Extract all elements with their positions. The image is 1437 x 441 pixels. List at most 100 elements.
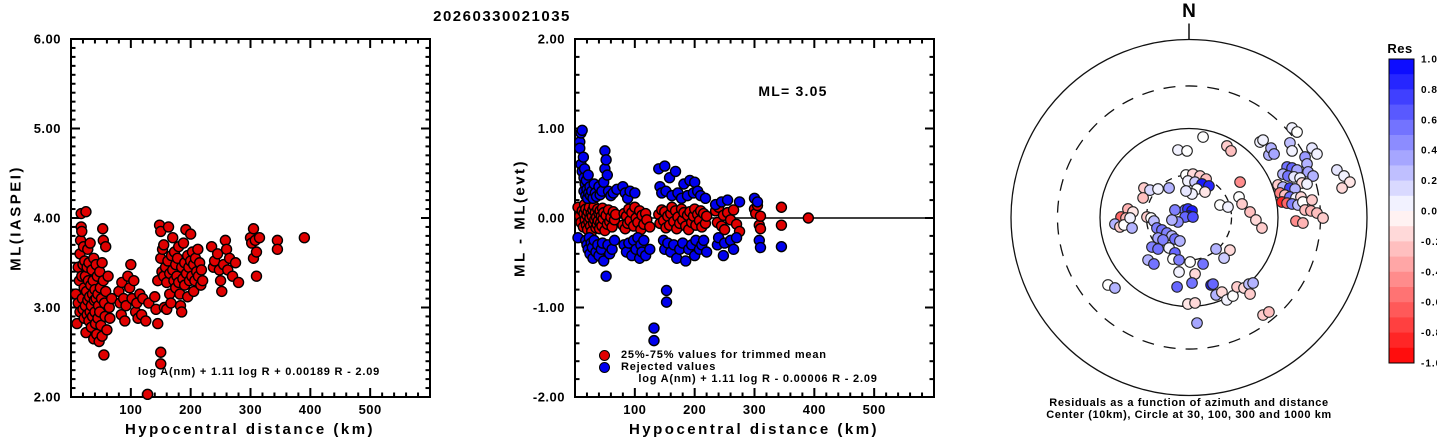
data-point (727, 204, 740, 216)
data-point (195, 264, 208, 276)
colorbar-tick-label: 0.6 (1421, 115, 1437, 126)
x-tick-label: 300 (743, 402, 766, 417)
x-tick-label: 500 (359, 402, 382, 417)
x-tick-label: 500 (863, 402, 886, 417)
colorbar-segment (1389, 302, 1414, 318)
data-point (700, 210, 713, 222)
colorbar-tick-label: -0.2 (1421, 237, 1437, 248)
data-point (660, 284, 673, 297)
data-point (754, 223, 767, 235)
polar-residual-point (1311, 148, 1323, 160)
polar-residual-point (1291, 126, 1303, 138)
data-point (232, 276, 245, 289)
polar-residual-point (1218, 252, 1230, 264)
polar-residual-point (1268, 148, 1280, 160)
polar-residual-point (1197, 131, 1209, 143)
panel2-attenuation-equation: log A(nm) + 1.11 log R - 0.00006 R - 2.0… (638, 372, 878, 385)
polar-residual-point (1169, 204, 1181, 216)
residual-vs-distance-panel: 100 200 300 400 500 -2.00 -1.00 0.00 1.00 2.00 (533, 32, 935, 417)
data-point (648, 334, 660, 347)
data-point (717, 249, 730, 262)
colorbar-tick-label: 1.0 (1421, 55, 1437, 66)
polar-residual-point (1189, 297, 1201, 309)
data-point (211, 248, 224, 260)
data-point (167, 231, 179, 244)
data-point (775, 240, 788, 253)
data-point (104, 312, 116, 324)
data-point (721, 194, 734, 206)
data-point (102, 270, 114, 282)
colorbar-segment (1389, 211, 1414, 227)
panel2-x-axis-label: Hypocentral distance (km) (628, 421, 880, 438)
colorbar-segment (1389, 89, 1414, 106)
legend-label-rejected: Rejected values (621, 361, 717, 373)
data-point (298, 231, 311, 244)
polar-residual-point (1317, 212, 1329, 224)
data-point (247, 223, 260, 235)
polar-residual-point (1306, 194, 1318, 206)
data-point (679, 255, 692, 267)
colorbar-segment (1389, 317, 1414, 334)
polar-residual-point (1207, 278, 1219, 290)
colorbar-segment (1389, 180, 1414, 197)
panel1-attenuation-equation: log A(nm) + 1.11 log R + 0.00189 R - 2.0… (137, 366, 381, 378)
data-point (629, 187, 641, 199)
data-point (669, 165, 682, 178)
data-point (229, 257, 242, 269)
colorbar-segment (1389, 150, 1414, 166)
polar-residual-point (1224, 244, 1236, 256)
x-tick-label: 100 (623, 402, 646, 417)
data-point (76, 225, 88, 238)
y-tick-label: 5.00 (34, 121, 61, 136)
y-tick-label: 6.00 (34, 32, 61, 47)
data-point (660, 296, 673, 308)
data-point (600, 154, 612, 166)
data-point (149, 291, 161, 303)
data-point (196, 274, 209, 287)
data-point (730, 231, 743, 244)
data-point (101, 324, 113, 336)
colorbar-tick-label: -0.8 (1421, 328, 1437, 339)
data-point (128, 274, 140, 287)
data-point (802, 212, 815, 224)
polar-residual-point (1234, 176, 1246, 188)
data-point (97, 223, 109, 235)
data-point (644, 221, 656, 233)
x-tick-label: 200 (683, 402, 706, 417)
data-point (152, 317, 164, 330)
data-point (205, 240, 218, 253)
colorbar-segment (1389, 332, 1414, 349)
azimuth-residuals-panel (1010, 23, 1368, 397)
colorbar-tick-label: 0.4 (1421, 146, 1437, 157)
data-point (700, 246, 713, 258)
legend-item-rejected: Rejected values (599, 361, 716, 373)
polar-residual-point (1109, 282, 1121, 294)
data-point (187, 285, 200, 298)
data-point (600, 270, 612, 282)
data-point (699, 192, 712, 205)
polar-residual-point (1186, 277, 1198, 289)
data-point (96, 257, 108, 269)
polar-caption-line1: Residuals as a function of azimuth and d… (1049, 397, 1329, 409)
colorbar-segment (1389, 165, 1414, 182)
data-point (120, 300, 132, 312)
polar-residual-point (1344, 176, 1356, 188)
colorbar-tick-label: 0.2 (1421, 176, 1437, 187)
data-point (638, 234, 650, 247)
data-point (250, 246, 263, 258)
data-point (271, 243, 284, 256)
polar-residual-point (1256, 222, 1268, 234)
y-tick-label: 3.00 (34, 300, 61, 315)
polar-residual-point (1257, 134, 1269, 146)
colorbar-segment (1389, 347, 1414, 364)
data-point (175, 306, 188, 318)
polar-residual-point (1137, 192, 1149, 204)
colorbar-segment (1389, 241, 1414, 258)
x-tick-label: 400 (803, 402, 826, 417)
polar-residual-point (1184, 256, 1196, 268)
data-point (216, 285, 228, 298)
polar-residual-point (1124, 212, 1136, 224)
y-tick-label: 2.00 (538, 32, 565, 47)
colorbar-title: Res (1387, 41, 1413, 56)
polar-residual-point (1247, 277, 1259, 289)
